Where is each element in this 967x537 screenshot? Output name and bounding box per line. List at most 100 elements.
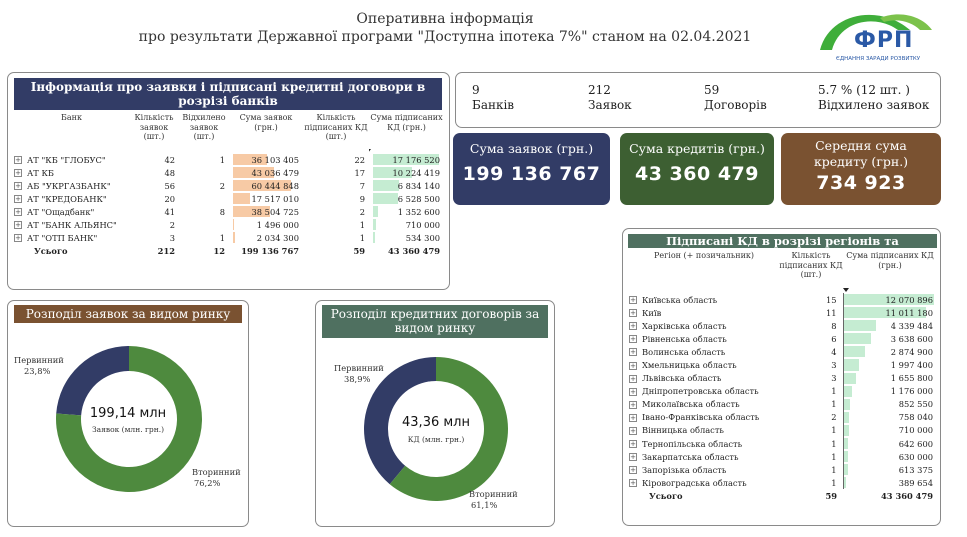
expand-icon[interactable]: +	[629, 466, 637, 475]
table-row[interactable]: + АТ КБ 48 43 036 479 17 10 224 419	[14, 166, 444, 179]
bank-name-cell[interactable]: + АТ "КРЕДОБАНК"	[14, 192, 129, 205]
table-row[interactable]: + АТ "БАНК АЛЬЯНС" 2 1 496 000 1 710 000	[14, 218, 444, 231]
region-name-cell[interactable]: + Київ	[629, 306, 779, 319]
bank-name-cell[interactable]: + АБ "УКРГАЗБАНК"	[14, 179, 129, 192]
table-row[interactable]: + Миколаївська область 1 852 550	[629, 397, 937, 411]
expand-icon[interactable]: +	[629, 335, 637, 344]
col-region[interactable]: Регіон (+ позичальник)	[653, 251, 755, 260]
kd-sum-value: 710 000	[405, 219, 440, 230]
col-kd-sum-label: Сума підписаних КД (грн.)	[370, 113, 443, 132]
region-sum-bar	[843, 333, 871, 345]
region-name-cell[interactable]: + Кіровоградська область	[629, 476, 779, 489]
table-row[interactable]: + Дніпропетровська область 1 1 176 000	[629, 384, 937, 398]
region-name-cell[interactable]: + Харківська область	[629, 319, 779, 332]
table-row[interactable]: + Хмельницька область 3 1 997 400	[629, 358, 937, 372]
expand-icon[interactable]: +	[629, 413, 637, 422]
sort-down-icon[interactable]	[843, 288, 849, 292]
region-kd-cell: 15	[779, 293, 844, 307]
donut-apps-secondary-slice[interactable]	[56, 346, 203, 492]
table-row[interactable]: + АТ "КБ "ГЛОБУС" 42 1 36 103 405 22 17 176 52…	[14, 153, 444, 166]
table-row[interactable]: + Харківська область 8 4 339 484	[629, 319, 937, 333]
donut-kd-panel: Розподіл кредитних договорів за видом ри…	[315, 300, 555, 527]
region-name: Івано-Франківська область	[642, 412, 760, 423]
expand-icon[interactable]: +	[629, 400, 637, 409]
region-sum-value: 758 040	[898, 412, 933, 423]
region-name-cell[interactable]: + Рівненська область	[629, 332, 779, 345]
bank-name-cell[interactable]: + АТ "БАНК АЛЬЯНС"	[14, 218, 129, 231]
sort-down-icon[interactable]	[369, 149, 371, 153]
region-sum-bar	[843, 307, 927, 319]
col-kd-sum[interactable]: Сума підписаних КД (грн.)	[369, 113, 444, 153]
table-row[interactable]: + АТ "Ощадбанк" 41 8 38 504 725 2 1 352 600	[14, 205, 444, 218]
expand-icon[interactable]: +	[629, 348, 637, 357]
expand-icon[interactable]: +	[14, 208, 22, 216]
expand-icon[interactable]: +	[629, 479, 637, 488]
region-name-cell[interactable]: + Івано-Франківська область	[629, 411, 779, 424]
col-rejected[interactable]: Відхилено заявок (шт.)	[182, 113, 226, 141]
total-rejected: 12	[213, 245, 225, 256]
region-name-cell[interactable]: + Київська область	[629, 293, 779, 306]
expand-icon[interactable]: +	[14, 182, 22, 190]
table-row[interactable]: + Київська область 15 12 070 896	[629, 293, 937, 307]
donut-kd-primary-pct: 38,9%	[344, 374, 371, 384]
expand-icon[interactable]: +	[14, 195, 22, 203]
table-row[interactable]: + Київ 11 11 011 180	[629, 306, 937, 320]
col-apps[interactable]: Кількість заявок (шт.)	[134, 113, 174, 141]
region-name-cell[interactable]: + Закарпатська область	[629, 450, 779, 463]
col-apps-sum[interactable]: Сума заявок (грн.)	[239, 113, 293, 132]
col-region-sum[interactable]: Сума підписаних КД (грн.)	[843, 251, 937, 293]
expand-icon[interactable]: +	[629, 374, 637, 383]
region-sum-cell: 2 874 900	[843, 345, 937, 358]
table-row[interactable]: + Запорізька область 1 613 375	[629, 463, 937, 477]
expand-icon[interactable]: +	[629, 453, 637, 462]
table-row[interactable]: + Закарпатська область 1 630 000	[629, 450, 937, 464]
table-row[interactable]: + Тернопільська область 1 642 600	[629, 437, 937, 451]
table-row[interactable]: + АТ "КРЕДОБАНК" 20 17 517 010 9 6 528 500	[14, 192, 444, 205]
donut-apps-primary-slice[interactable]	[56, 346, 130, 416]
region-name-cell[interactable]: + Дніпропетровська область	[629, 385, 779, 398]
donut-kd-primary-slice[interactable]	[364, 357, 436, 485]
card-avg-label: Середня сума кредиту (грн.)	[813, 138, 909, 169]
region-name-cell[interactable]: + Львівська область	[629, 372, 779, 385]
table-row[interactable]: + АТ "ОТП БАНК" 3 1 2 034 300 1 534 300	[14, 231, 444, 244]
expand-icon[interactable]: +	[14, 169, 22, 177]
regions-table-title: Підписані КД в розрізі регіонів та позич…	[628, 234, 937, 262]
apps-cell: 3	[169, 232, 175, 243]
region-name: Київ	[642, 307, 662, 318]
region-name-cell[interactable]: + Запорізька область	[629, 463, 779, 476]
region-name-cell[interactable]: + Миколаївська область	[629, 398, 779, 411]
expand-icon[interactable]: +	[629, 361, 637, 370]
table-row[interactable]: + Рівненська область 6 3 638 600	[629, 332, 937, 346]
expand-icon[interactable]: +	[629, 296, 637, 305]
table-row[interactable]: + Вінницька область 1 710 000	[629, 423, 937, 438]
bank-name-cell[interactable]: + АТ КБ	[14, 166, 129, 179]
table-row[interactable]: + Івано-Франківська область 2 758 040	[629, 410, 937, 424]
total-kd: 59	[353, 245, 365, 256]
col-region-kd[interactable]: Кількість підписаних КД (шт.)	[779, 251, 843, 279]
bank-name-cell[interactable]: + АТ "КБ "ГЛОБУС"	[14, 153, 129, 166]
col-kd[interactable]: Кількість підписаних КД (шт.)	[304, 113, 368, 141]
expand-icon[interactable]: +	[629, 322, 637, 331]
expand-icon[interactable]: +	[629, 440, 637, 449]
region-kd-cell: 1	[779, 463, 844, 477]
table-row[interactable]: + Волинська область 4 2 874 900	[629, 345, 937, 359]
region-name-cell[interactable]: + Хмельницька область	[629, 358, 779, 371]
expand-icon[interactable]: +	[629, 387, 637, 396]
expand-icon[interactable]: +	[629, 426, 637, 435]
region-name-cell[interactable]: + Волинська область	[629, 345, 779, 358]
col-bank[interactable]: Банк	[61, 113, 82, 122]
region-name-cell[interactable]: + Вінницька область	[629, 424, 779, 437]
region-sum-value: 3 638 600	[890, 333, 933, 344]
expand-icon[interactable]: +	[14, 221, 22, 229]
expand-icon[interactable]: +	[14, 156, 22, 164]
region-name-cell[interactable]: + Тернопільська область	[629, 437, 779, 450]
donut-kd-secondary-slice[interactable]	[389, 357, 508, 501]
table-row[interactable]: + АБ "УКРГАЗБАНК" 56 2 60 444 848 7 6 834 140	[14, 179, 444, 192]
bank-name-cell[interactable]: + АТ "Ощадбанк"	[14, 205, 129, 218]
expand-icon[interactable]: +	[14, 234, 22, 242]
bank-name-cell[interactable]: + АТ "ОТП БАНК"	[14, 231, 129, 244]
region-kd-cell: 6	[779, 332, 844, 346]
expand-icon[interactable]: +	[629, 309, 637, 318]
table-row[interactable]: + Львівська область 3 1 655 800	[629, 371, 937, 385]
table-row[interactable]: + Кіровоградська область 1 389 654	[629, 476, 937, 490]
